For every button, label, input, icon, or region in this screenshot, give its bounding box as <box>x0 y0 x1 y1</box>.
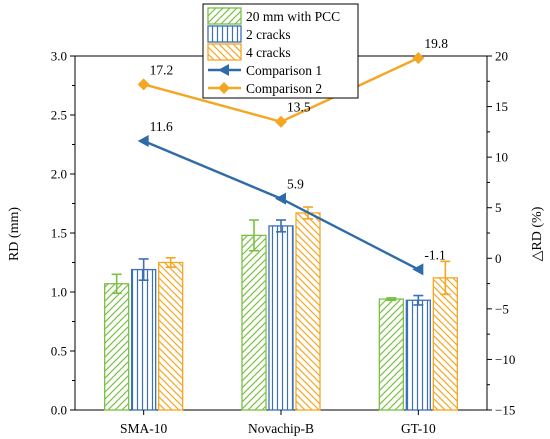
y2-axis-tick-label: −10 <box>495 352 515 367</box>
y2-axis-tick-label: 5 <box>495 200 502 215</box>
line-marker-diamond <box>137 78 150 91</box>
bar <box>405 299 431 411</box>
x-axis-tick-label: GT-10 <box>401 421 436 436</box>
legend: 20 mm with PCC 2 cracks 4 cracks Comparison… <box>202 3 359 99</box>
y-axis-tick-label: 2.5 <box>51 108 67 123</box>
line-marker-diamond <box>218 82 230 94</box>
y2-axis-tick-label: 15 <box>495 99 508 114</box>
line-marker-diamond <box>412 52 425 65</box>
y-axis-tick-label: 0.5 <box>51 344 67 359</box>
y-axis-tick-label: 1.5 <box>51 226 67 241</box>
bar <box>131 268 157 411</box>
bar <box>158 261 184 411</box>
data-label: 11.6 <box>150 119 173 134</box>
legend-swatch <box>207 25 242 43</box>
legend-swatch <box>207 7 242 25</box>
legend-label: 4 cracks <box>246 45 291 60</box>
y2-axis-title: △RD (%) <box>530 206 545 261</box>
bar <box>378 298 404 411</box>
line-marker-triangle <box>137 134 149 147</box>
y2-axis-tick-label: 0 <box>495 251 502 266</box>
bar <box>241 234 267 411</box>
data-label: 19.8 <box>424 36 448 51</box>
data-label: 5.9 <box>287 177 304 192</box>
legend-swatch <box>207 43 242 61</box>
legend-label: 20 mm with PCC <box>246 9 340 24</box>
bar <box>432 277 458 411</box>
x-axis-tick-label: SMA-10 <box>120 421 168 436</box>
y-axis-tick-label: 3.0 <box>51 49 67 64</box>
y-axis-tick-label: 1.0 <box>51 285 67 300</box>
y-axis-tick-label: 0.0 <box>51 403 67 418</box>
line-marker-triangle <box>275 192 286 205</box>
bar <box>104 283 130 411</box>
y2-axis-tick-label: −5 <box>495 301 509 316</box>
line-marker-diamond <box>275 115 287 128</box>
line-marker-triangle <box>218 64 229 76</box>
x-axis-tick-label: Novachip-B <box>248 421 314 436</box>
bar <box>295 212 321 411</box>
y-axis-tick-label: 2.0 <box>51 167 67 182</box>
line-marker-triangle <box>412 263 424 276</box>
data-label: -1.1 <box>424 247 445 262</box>
y-axis-title: RD (mm) <box>7 207 22 261</box>
y2-axis-tick-label: 20 <box>495 49 508 64</box>
y2-axis-tick-label: 10 <box>495 150 508 165</box>
data-label: 17.2 <box>150 62 174 77</box>
legend-label: Comparison 2 <box>246 81 322 96</box>
y2-axis-tick-label: −15 <box>495 403 515 418</box>
data-label: 13.5 <box>287 100 311 115</box>
legend-label: 2 cracks <box>246 27 291 42</box>
bar <box>268 225 294 411</box>
legend-label: Comparison 1 <box>246 63 322 78</box>
